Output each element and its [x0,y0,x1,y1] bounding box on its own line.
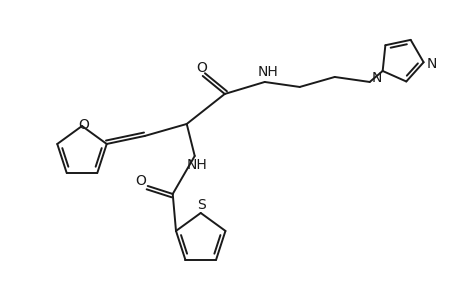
Text: NH: NH [186,158,207,172]
Text: O: O [78,118,89,132]
Text: NH: NH [257,65,278,79]
Text: O: O [196,61,207,75]
Text: S: S [197,198,206,212]
Text: N: N [425,57,436,71]
Text: N: N [371,71,381,85]
Text: O: O [135,174,146,188]
